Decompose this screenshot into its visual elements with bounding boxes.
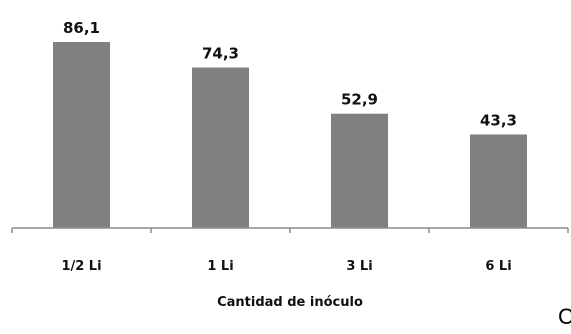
data-label-1: 86,1: [63, 19, 100, 37]
category-label-2: 1 Li: [207, 259, 233, 274]
data-label-3: 52,9: [341, 91, 378, 109]
data-labels-layer: 86,1 74,3 52,9 43,3: [63, 19, 517, 129]
data-label-4: 43,3: [480, 111, 517, 129]
bar-4: [470, 134, 527, 228]
category-label-3: 3 Li: [346, 259, 372, 274]
bar-1: [53, 42, 110, 228]
x-axis-title: Cantidad de inóculo: [217, 295, 363, 310]
data-label-2: 74,3: [202, 45, 239, 63]
category-label-1: 1/2 Li: [61, 259, 101, 274]
corner-letter: C: [558, 304, 571, 329]
category-labels-layer: 1/2 Li 1 Li 3 Li 6 Li: [61, 259, 511, 274]
bar-3: [331, 113, 388, 228]
bar-2: [192, 67, 249, 229]
category-label-4: 6 Li: [485, 259, 511, 274]
x-axis-ticks: [11, 228, 569, 233]
bars-layer: [53, 42, 527, 229]
